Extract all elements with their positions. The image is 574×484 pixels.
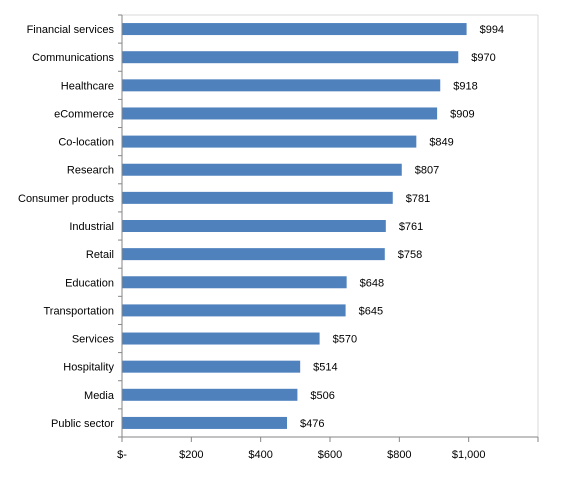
value-label: $909 bbox=[450, 108, 474, 120]
category-label: Services bbox=[72, 334, 115, 346]
bar bbox=[122, 304, 346, 317]
category-label: Retail bbox=[86, 249, 114, 261]
x-tick-label: $1,000 bbox=[452, 449, 486, 461]
value-label: $648 bbox=[360, 277, 384, 289]
x-tick-label: $- bbox=[117, 449, 127, 461]
value-label: $761 bbox=[399, 221, 423, 233]
x-tick-label: $600 bbox=[318, 449, 342, 461]
bar bbox=[122, 388, 298, 401]
value-label: $506 bbox=[310, 390, 334, 402]
value-labels: $994 $970 $918 $909 $849 $807 $781 $761 $758 $648… bbox=[300, 24, 504, 430]
value-label: $994 bbox=[480, 24, 504, 36]
bar bbox=[122, 107, 438, 120]
bar bbox=[122, 191, 393, 204]
bar bbox=[122, 276, 347, 289]
bar bbox=[122, 135, 417, 148]
x-tick-label: $400 bbox=[248, 449, 272, 461]
value-label: $476 bbox=[300, 418, 324, 430]
x-tick-label: $200 bbox=[179, 449, 203, 461]
bar bbox=[122, 416, 288, 429]
value-label: $645 bbox=[359, 305, 383, 317]
bar bbox=[122, 248, 385, 261]
category-label: Hospitality bbox=[63, 362, 114, 374]
category-label: Communications bbox=[32, 52, 114, 64]
bar bbox=[122, 51, 459, 64]
x-tick-label: $800 bbox=[387, 449, 411, 461]
x-axis: $- $200 $400 $600 $800 $1,000 bbox=[117, 436, 539, 461]
value-label: $970 bbox=[471, 52, 495, 64]
value-label: $758 bbox=[398, 249, 422, 261]
category-label: Financial services bbox=[27, 24, 115, 36]
value-label: $918 bbox=[453, 80, 477, 92]
bar bbox=[122, 163, 402, 176]
bar bbox=[122, 220, 386, 232]
bar bbox=[122, 332, 320, 345]
value-label: $781 bbox=[406, 193, 430, 205]
category-label: Healthcare bbox=[61, 80, 114, 92]
value-label: $807 bbox=[415, 165, 439, 177]
category-label: Education bbox=[65, 277, 114, 289]
category-label: eCommerce bbox=[54, 108, 114, 120]
value-label: $514 bbox=[313, 362, 337, 374]
bar bbox=[122, 23, 467, 36]
bar bbox=[122, 79, 441, 92]
category-label: Media bbox=[84, 390, 115, 402]
bars bbox=[122, 23, 467, 429]
category-labels: Financial services Communications Healthca… bbox=[18, 24, 115, 430]
value-label: $849 bbox=[429, 137, 453, 149]
category-label: Research bbox=[67, 165, 114, 177]
value-label: $570 bbox=[333, 334, 357, 346]
category-label: Consumer products bbox=[18, 193, 114, 205]
category-label: Public sector bbox=[51, 418, 114, 430]
category-label: Co-location bbox=[58, 137, 114, 149]
category-label: Industrial bbox=[69, 221, 114, 233]
category-label: Transportation bbox=[43, 305, 114, 317]
bar bbox=[122, 360, 301, 373]
plot-frame bbox=[118, 14, 539, 438]
